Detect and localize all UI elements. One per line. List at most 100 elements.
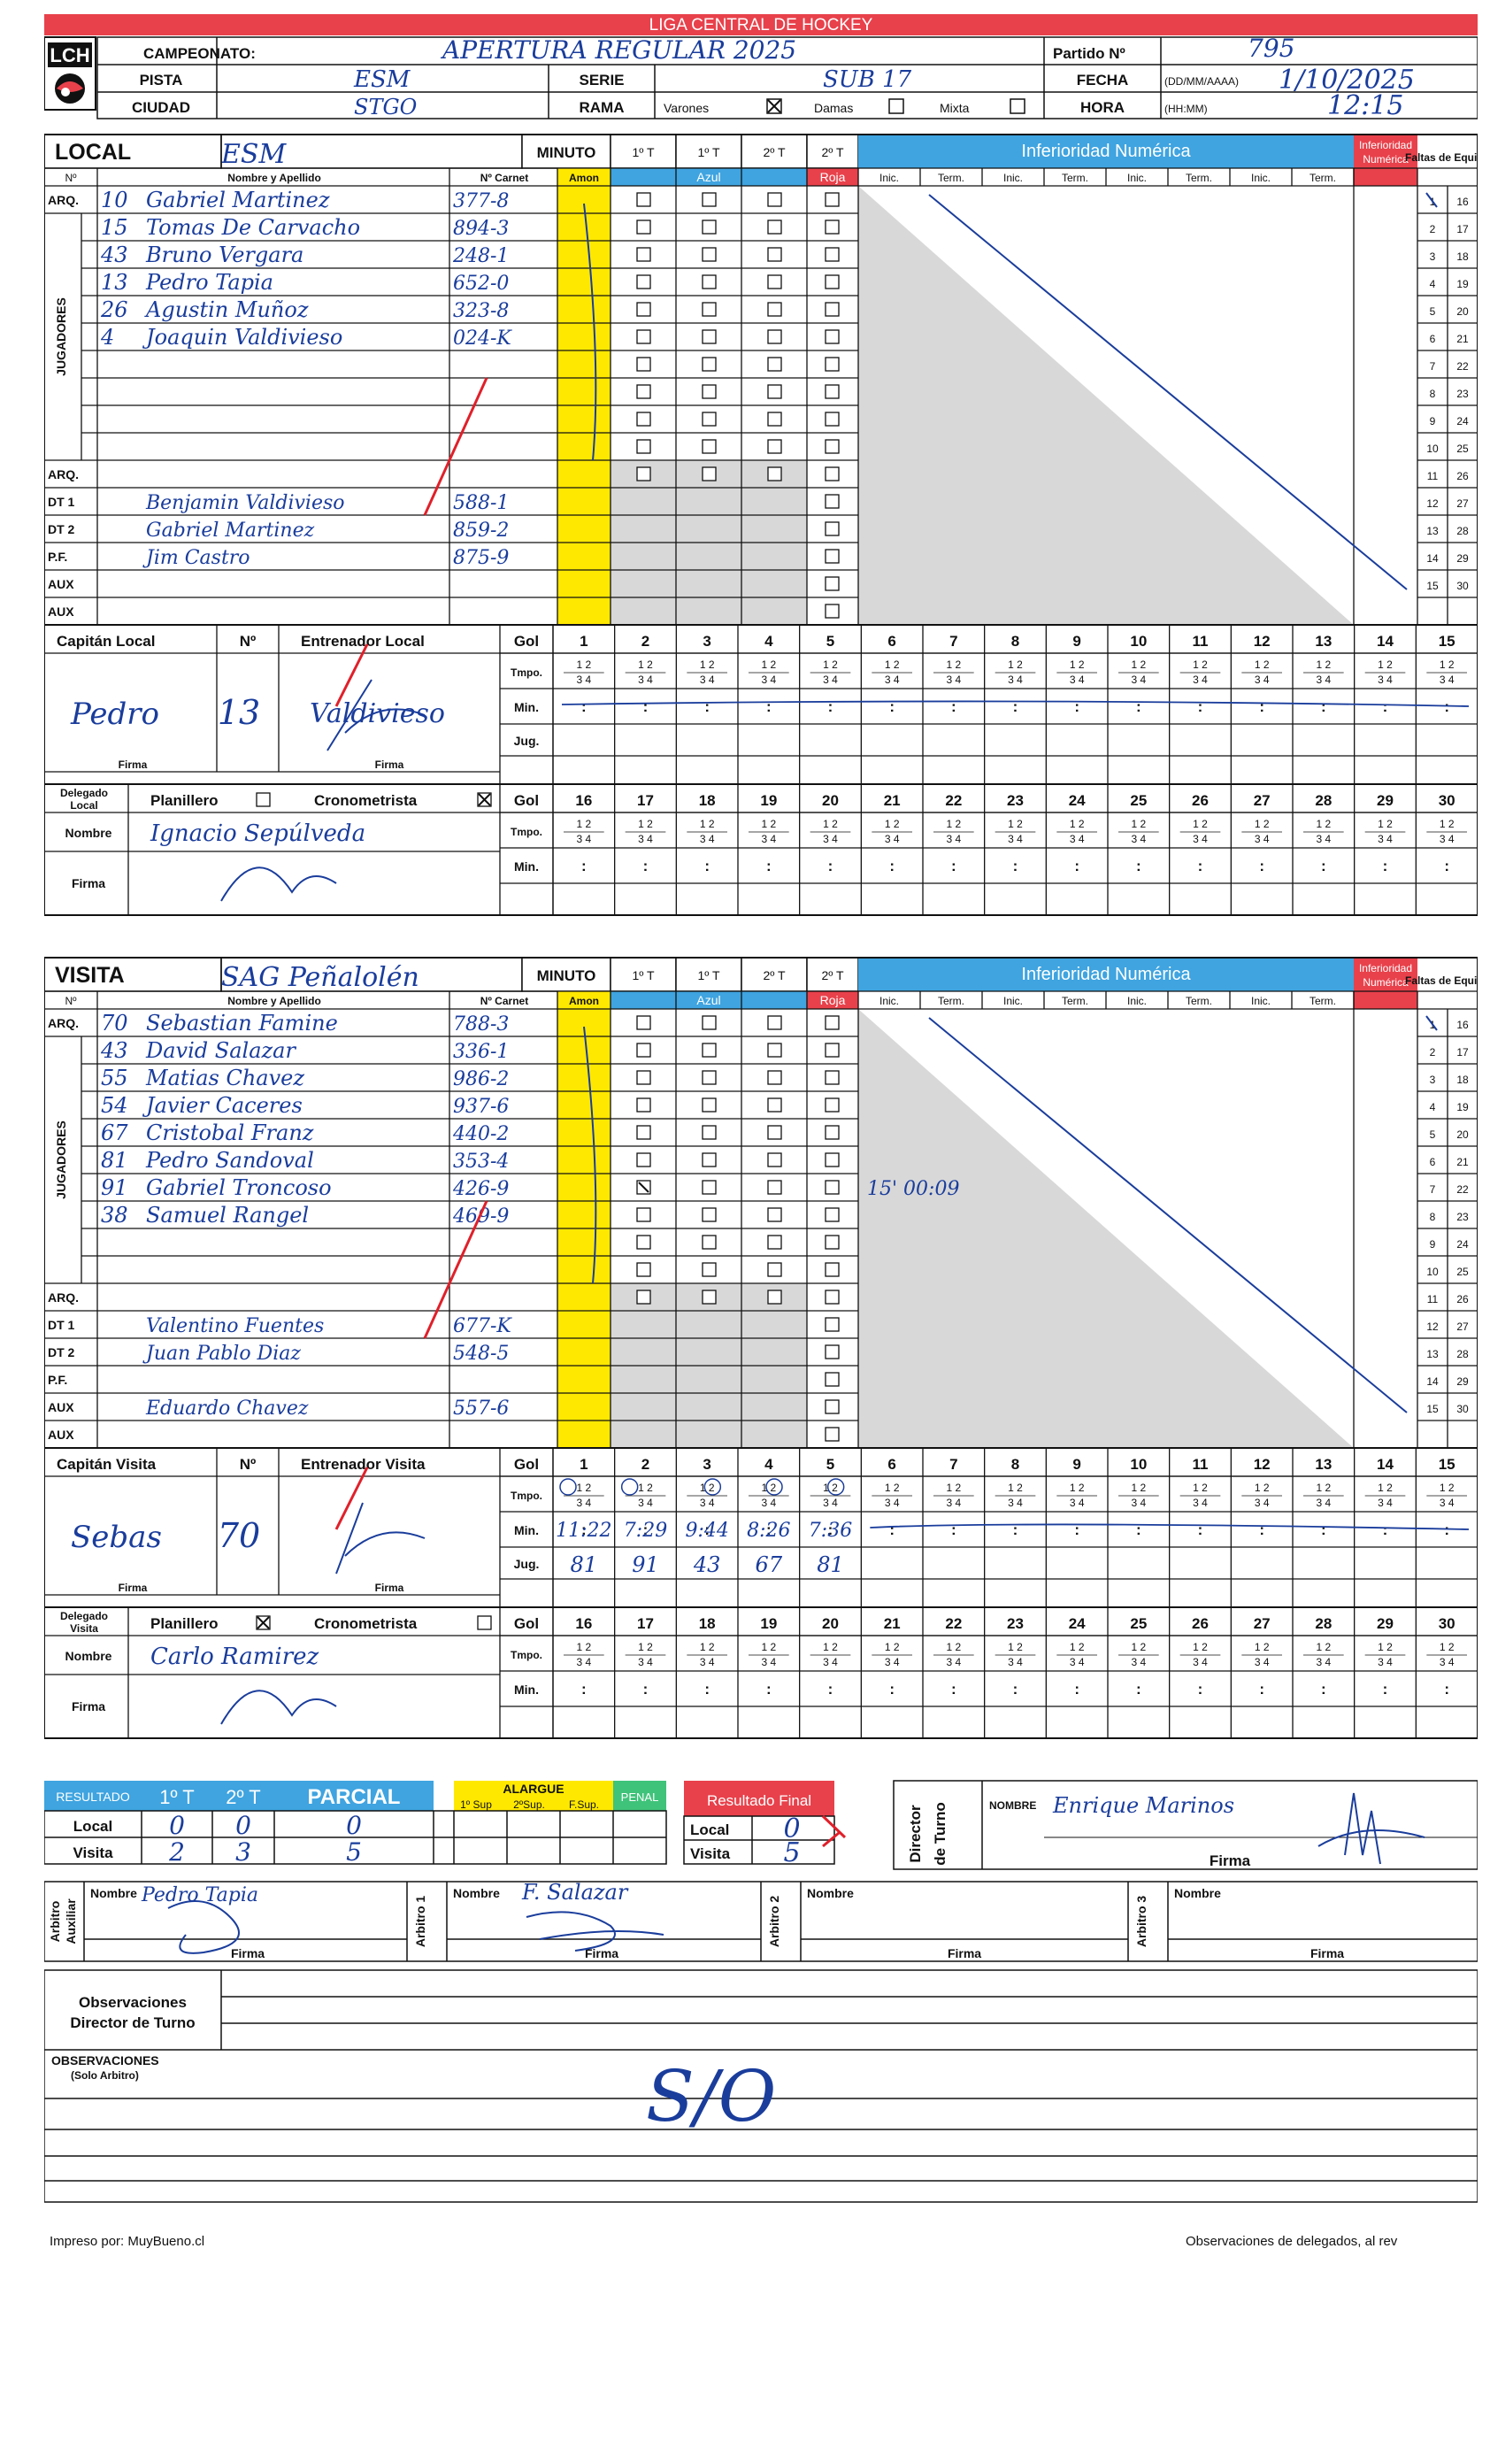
visita-azul-box-r5-c0[interactable]: [636, 1152, 651, 1167]
visita-azul-box-r6-c2[interactable]: [767, 1180, 782, 1195]
local-azul-box-r8-c1[interactable]: [702, 412, 717, 427]
visita-roja-box-r6[interactable]: [825, 1180, 840, 1195]
local-roja-box-r9[interactable]: [825, 439, 840, 454]
visita-azul-box-r8-c1[interactable]: [702, 1235, 717, 1250]
visita-azul-box-r7-c2[interactable]: [767, 1207, 782, 1222]
visita-azul-box-r3-c0[interactable]: [636, 1097, 651, 1113]
local-azul-box-r5-c2[interactable]: [767, 329, 782, 344]
visita-azul-box-r4-c1[interactable]: [702, 1125, 717, 1140]
local-azul-box-r5-c0[interactable]: [636, 329, 651, 344]
visita-azul-box-r9-c2[interactable]: [767, 1262, 782, 1277]
visita-azul-box-r2-c0[interactable]: [636, 1070, 651, 1085]
local-azul-box-r8-c2[interactable]: [767, 412, 782, 427]
visita-azul-box-r9-c0[interactable]: [636, 1262, 651, 1277]
local-azul-box-r1-c1[interactable]: [702, 219, 717, 235]
local-azul-box-r0-c2[interactable]: [767, 192, 782, 207]
local-roja-box-r15[interactable]: [825, 604, 840, 619]
visita-azul-box-r0-c1[interactable]: [702, 1015, 717, 1030]
local-roja-box-r6[interactable]: [825, 357, 840, 372]
local-azul-box-r2-c2[interactable]: [767, 247, 782, 262]
local-roja-box-r5[interactable]: [825, 329, 840, 344]
local-azul-box-r1-c2[interactable]: [767, 219, 782, 235]
visita-azul-box-r10-c2[interactable]: [767, 1290, 782, 1305]
visita-roja-box-r0[interactable]: [825, 1015, 840, 1030]
local-azul-box-r7-c0[interactable]: [636, 384, 651, 399]
local-azul-box-r3-c1[interactable]: [702, 274, 717, 289]
visita-azul-box-r8-c0[interactable]: [636, 1235, 651, 1250]
visita-azul-box-r2-c2[interactable]: [767, 1070, 782, 1085]
visita-roja-box-r12[interactable]: [825, 1344, 840, 1359]
local-azul-box-r2-c0[interactable]: [636, 247, 651, 262]
local-roja-box-r8[interactable]: [825, 412, 840, 427]
visita-azul-box-r2-c1[interactable]: [702, 1070, 717, 1085]
visita-azul-box-r3-c2[interactable]: [767, 1097, 782, 1113]
local-azul-box-r9-c2[interactable]: [767, 439, 782, 454]
visita-azul-box-r10-c1[interactable]: [702, 1290, 717, 1305]
local-azul-box-r0-c0[interactable]: [636, 192, 651, 207]
visita-azul-box-r8-c2[interactable]: [767, 1235, 782, 1250]
visita-azul-box-r4-c2[interactable]: [767, 1125, 782, 1140]
visita-roja-box-r1[interactable]: [825, 1043, 840, 1058]
local-azul-box-r4-c0[interactable]: [636, 302, 651, 317]
visita-azul-box-r1-c0[interactable]: [636, 1043, 651, 1058]
local-azul-box-r9-c0[interactable]: [636, 439, 651, 454]
local-azul-box-r4-c1[interactable]: [702, 302, 717, 317]
visita-azul-box-r0-c0[interactable]: [636, 1015, 651, 1030]
rama-damas-checkbox[interactable]: [888, 98, 904, 114]
visita-azul-box-r1-c2[interactable]: [767, 1043, 782, 1058]
local-azul-box-r3-c0[interactable]: [636, 274, 651, 289]
local-roja-box-r10[interactable]: [825, 466, 840, 481]
visita-roja-box-r14[interactable]: [825, 1399, 840, 1414]
local-azul-box-r10-c0[interactable]: [636, 466, 651, 481]
visita-roja-box-r4[interactable]: [825, 1125, 840, 1140]
local-azul-box-r3-c2[interactable]: [767, 274, 782, 289]
local-roja-box-r12[interactable]: [825, 521, 840, 536]
visita-azul-box-r7-c0[interactable]: [636, 1207, 651, 1222]
local-roja-box-r3[interactable]: [825, 274, 840, 289]
local-azul-box-r2-c1[interactable]: [702, 247, 717, 262]
local-roja-box-r2[interactable]: [825, 247, 840, 262]
local-azul-box-r7-c2[interactable]: [767, 384, 782, 399]
local-azul-box-r9-c1[interactable]: [702, 439, 717, 454]
visita-azul-box-r6-c1[interactable]: [702, 1180, 717, 1195]
local-azul-box-r5-c1[interactable]: [702, 329, 717, 344]
local-roja-box-r0[interactable]: [825, 192, 840, 207]
visita-roja-box-r15[interactable]: [825, 1427, 840, 1442]
visita-roja-box-r5[interactable]: [825, 1152, 840, 1167]
visita-roja-box-r2[interactable]: [825, 1070, 840, 1085]
local-azul-box-r7-c1[interactable]: [702, 384, 717, 399]
local-roja-box-r14[interactable]: [825, 576, 840, 591]
visita-roja-box-r10[interactable]: [825, 1290, 840, 1305]
visita-azul-box-r5-c1[interactable]: [702, 1152, 717, 1167]
rama-mixta-checkbox[interactable]: [1010, 98, 1025, 114]
visita-azul-box-r10-c0[interactable]: [636, 1290, 651, 1305]
visita-roja-box-r7[interactable]: [825, 1207, 840, 1222]
visita-roja-box-r8[interactable]: [825, 1235, 840, 1250]
local-azul-box-r4-c2[interactable]: [767, 302, 782, 317]
visita-azul-box-r1-c1[interactable]: [702, 1043, 717, 1058]
visita-azul-box-r0-c2[interactable]: [767, 1015, 782, 1030]
visita-azul-box-r4-c0[interactable]: [636, 1125, 651, 1140]
local-roja-box-r4[interactable]: [825, 302, 840, 317]
local-azul-box-r10-c2[interactable]: [767, 466, 782, 481]
visita-azul-box-r9-c1[interactable]: [702, 1262, 717, 1277]
visita-cronometrista-checkbox[interactable]: [477, 1615, 492, 1630]
local-azul-box-r0-c1[interactable]: [702, 192, 717, 207]
local-azul-box-r10-c1[interactable]: [702, 466, 717, 481]
local-azul-box-r6-c1[interactable]: [702, 357, 717, 372]
local-roja-box-r1[interactable]: [825, 219, 840, 235]
visita-roja-box-r11[interactable]: [825, 1317, 840, 1332]
local-azul-box-r1-c0[interactable]: [636, 219, 651, 235]
local-azul-box-r6-c0[interactable]: [636, 357, 651, 372]
local-azul-box-r6-c2[interactable]: [767, 357, 782, 372]
visita-azul-box-r3-c1[interactable]: [702, 1097, 717, 1113]
local-roja-box-r13[interactable]: [825, 549, 840, 564]
local-roja-box-r11[interactable]: [825, 494, 840, 509]
local-roja-box-r7[interactable]: [825, 384, 840, 399]
visita-azul-box-r5-c2[interactable]: [767, 1152, 782, 1167]
local-planillero-checkbox[interactable]: [256, 792, 271, 807]
visita-azul-box-r7-c1[interactable]: [702, 1207, 717, 1222]
visita-roja-box-r9[interactable]: [825, 1262, 840, 1277]
visita-roja-box-r3[interactable]: [825, 1097, 840, 1113]
visita-roja-box-r13[interactable]: [825, 1372, 840, 1387]
